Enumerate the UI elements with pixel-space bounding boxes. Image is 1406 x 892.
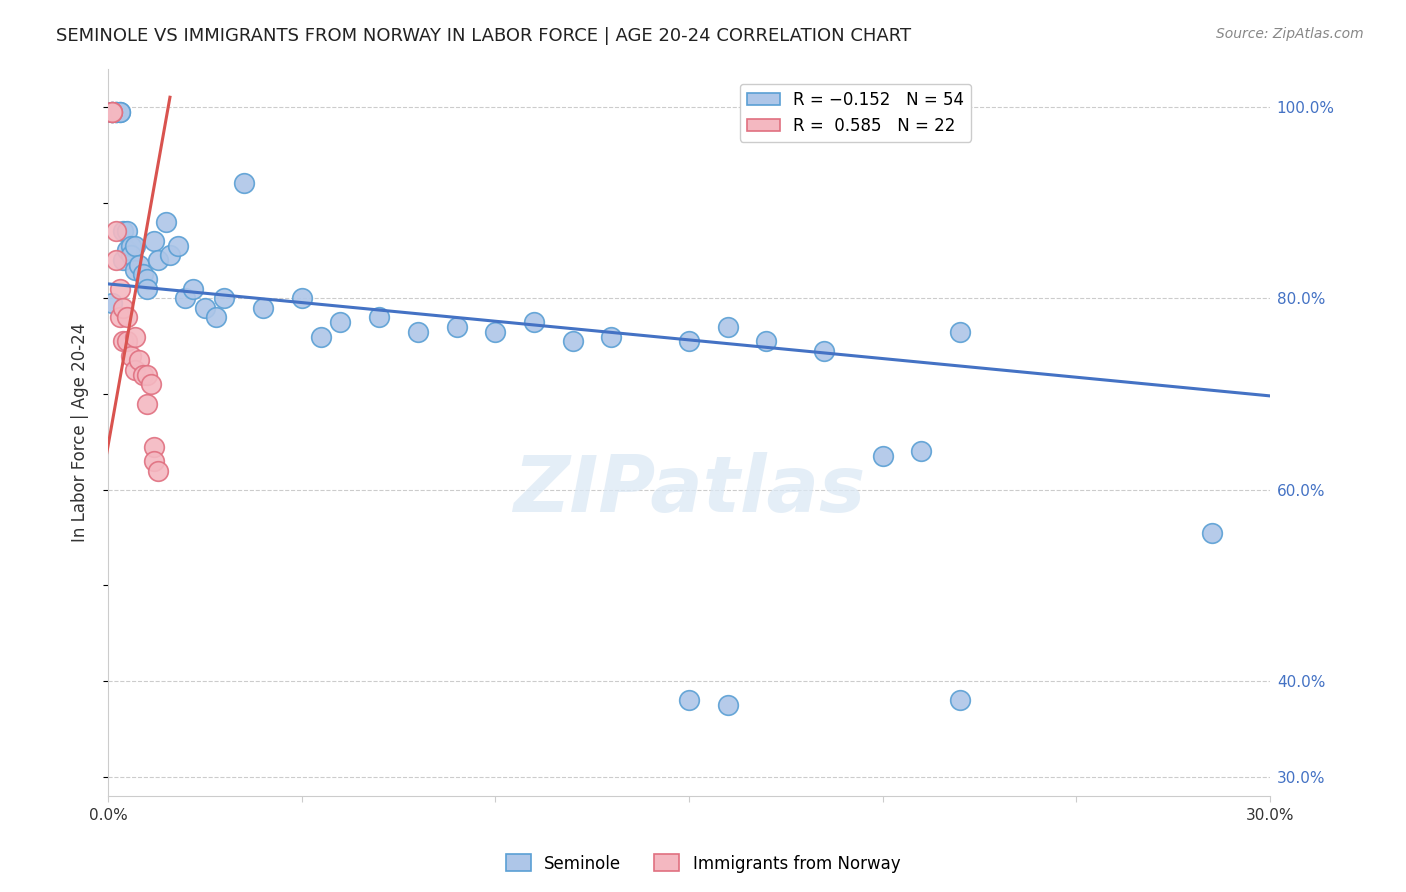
Point (124, 238, 146, 252)
Point (232, 177, 254, 191)
Point (108, 104, 131, 119)
Point (406, 325, 429, 339)
Point (329, 315, 352, 329)
Point (112, 334, 135, 349)
Point (104, 224, 127, 238)
Point (484, 325, 506, 339)
Point (159, 248, 181, 262)
Point (717, 698, 740, 712)
Point (148, 464, 170, 478)
Point (291, 291, 314, 305)
Point (194, 301, 217, 315)
Point (104, 104, 127, 119)
Point (1201, 525, 1223, 540)
Point (252, 301, 274, 315)
Point (124, 363, 146, 377)
Point (101, 296, 124, 310)
Point (104, 104, 127, 119)
Point (128, 353, 150, 368)
Point (135, 282, 157, 296)
Point (112, 224, 135, 238)
Point (112, 252, 135, 267)
Point (101, 104, 124, 119)
Y-axis label: In Labor Force | Age 20-24: In Labor Force | Age 20-24 (72, 323, 89, 541)
Point (101, 104, 124, 119)
Point (101, 104, 124, 119)
Point (166, 238, 188, 252)
Point (120, 248, 142, 262)
Point (143, 234, 166, 248)
Point (108, 310, 131, 325)
Point (600, 329, 623, 343)
Point (143, 454, 166, 468)
Point (104, 104, 127, 119)
Point (139, 377, 162, 392)
Point (117, 244, 139, 258)
Point (148, 252, 170, 267)
Point (124, 329, 146, 343)
Legend: Seminole, Immigrants from Norway: Seminole, Immigrants from Norway (499, 847, 907, 880)
Point (181, 282, 204, 296)
Point (117, 334, 139, 349)
Point (872, 449, 894, 463)
Point (205, 310, 228, 325)
Point (108, 282, 131, 296)
Point (135, 272, 157, 286)
Point (949, 693, 972, 707)
Point (112, 301, 135, 315)
Point (101, 104, 124, 119)
Point (108, 104, 131, 119)
Text: SEMINOLE VS IMMIGRANTS FROM NORWAY IN LABOR FORCE | AGE 20-24 CORRELATION CHART: SEMINOLE VS IMMIGRANTS FROM NORWAY IN LA… (56, 27, 911, 45)
Point (120, 238, 142, 252)
Point (143, 440, 166, 454)
Point (523, 315, 546, 329)
Point (124, 262, 146, 277)
Point (561, 334, 583, 349)
Point (755, 334, 778, 349)
Point (101, 104, 124, 119)
Point (910, 444, 932, 458)
Point (678, 693, 700, 707)
Point (132, 368, 155, 382)
Text: ZIPatlas: ZIPatlas (513, 452, 865, 528)
Point (128, 258, 150, 272)
Point (212, 291, 235, 305)
Point (101, 104, 124, 119)
Point (117, 224, 139, 238)
Legend: R = −0.152   N = 54, R =  0.585   N = 22: R = −0.152 N = 54, R = 0.585 N = 22 (740, 84, 972, 142)
Point (717, 320, 740, 334)
Point (813, 343, 835, 358)
Point (678, 334, 700, 349)
Point (132, 268, 155, 282)
Text: Source: ZipAtlas.com: Source: ZipAtlas.com (1216, 27, 1364, 41)
Point (174, 291, 197, 305)
Point (120, 349, 142, 363)
Point (309, 329, 332, 343)
Point (117, 310, 139, 325)
Point (104, 252, 127, 267)
Point (135, 396, 157, 410)
Point (135, 368, 157, 382)
Point (446, 320, 468, 334)
Point (155, 215, 177, 229)
Point (949, 325, 972, 339)
Point (368, 310, 391, 325)
